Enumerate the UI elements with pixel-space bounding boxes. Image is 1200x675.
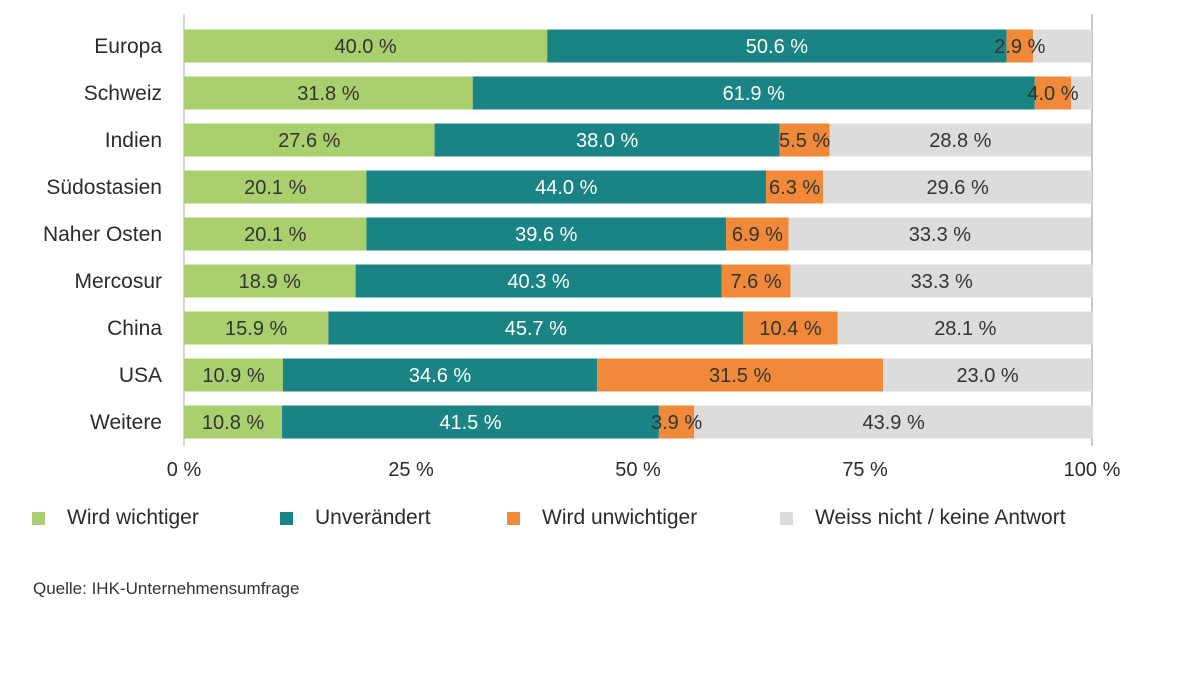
data-label: 31.8 % — [297, 83, 359, 105]
bar-segment-wird-wichtiger — [184, 358, 283, 392]
bar-segment-wird-unwichtiger — [597, 358, 884, 392]
category-label: Naher Osten — [43, 223, 162, 246]
data-label: 61.9 % — [723, 83, 785, 105]
bar-segment-wird-unwichtiger — [1006, 29, 1033, 63]
category-label: Indien — [105, 129, 162, 152]
data-label: 15.9 % — [225, 318, 287, 340]
bar-segment-unverändert — [472, 76, 1035, 110]
bar-segment-unverändert — [434, 123, 780, 157]
data-label: 34.6 % — [409, 365, 471, 387]
bar-segment-unverändert — [366, 217, 727, 251]
bar-segment-wird-unwichtiger — [658, 405, 695, 439]
category-label: Südostasien — [46, 176, 162, 199]
bar-segment-weiss-nicht-keine-antwort — [837, 311, 1093, 345]
bar-segment-wird-wichtiger — [184, 170, 367, 204]
data-label: 28.1 % — [934, 318, 996, 340]
bar-segment-unverändert — [328, 311, 744, 345]
data-label: 45.7 % — [505, 318, 567, 340]
bar-segment-wird-unwichtiger — [743, 311, 838, 345]
bar-segment-weiss-nicht-keine-antwort — [1071, 76, 1092, 110]
bar-segment-weiss-nicht-keine-antwort — [790, 264, 1093, 298]
data-label: 39.6 % — [515, 224, 577, 246]
legend: Wird wichtiger Unverändert Wird unwichti… — [0, 506, 1200, 536]
data-label: 10.4 % — [759, 318, 821, 340]
bar-segment-unverändert — [282, 405, 659, 439]
legend-swatch — [32, 511, 45, 525]
legend-item-wird-wichtiger: Wird wichtiger — [32, 506, 199, 530]
data-label: 4.0 % — [1027, 83, 1078, 105]
legend-swatch — [507, 511, 520, 525]
data-label: 6.9 % — [732, 224, 783, 246]
legend-label: Weiss nicht / keine Antwort — [815, 506, 1066, 529]
bar-segment-wird-wichtiger — [184, 123, 435, 157]
data-label: 5.5 % — [779, 130, 830, 152]
data-label: 33.3 % — [911, 271, 973, 293]
data-label: 2.9 % — [994, 36, 1045, 58]
bar-segment-wird-unwichtiger — [721, 264, 791, 298]
data-label: 23.0 % — [956, 365, 1018, 387]
data-label: 33.3 % — [909, 224, 971, 246]
data-label: 18.9 % — [239, 271, 301, 293]
legend-item-weiss-nicht: Weiss nicht / keine Antwort — [780, 506, 1066, 530]
x-tick-label: 75 % — [842, 459, 888, 481]
legend-label: Unverändert — [315, 506, 431, 529]
bar-segment-wird-wichtiger — [184, 264, 356, 298]
bar-segment-wird-wichtiger — [184, 405, 283, 439]
bar-segment-unverändert — [355, 264, 722, 298]
data-label: 10.9 % — [202, 365, 264, 387]
data-label: 50.6 % — [746, 36, 808, 58]
bar-segment-unverändert — [366, 170, 767, 204]
legend-label: Wird wichtiger — [67, 506, 199, 529]
category-label: Mercosur — [74, 270, 162, 293]
bar-segment-wird-wichtiger — [184, 217, 367, 251]
data-label: 43.9 % — [862, 412, 924, 434]
category-label: Schweiz — [84, 82, 162, 105]
legend-item-unveraendert: Unverändert — [280, 506, 431, 530]
data-label: 27.6 % — [278, 130, 340, 152]
data-label: 20.1 % — [244, 177, 306, 199]
x-tick-label: 25 % — [388, 459, 434, 481]
category-label: Europa — [94, 35, 162, 58]
bar-segment-wird-wichtiger — [184, 76, 473, 110]
x-tick-label: 100 % — [1064, 459, 1121, 481]
legend-swatch — [280, 511, 293, 525]
bar-segment-wird-wichtiger — [184, 311, 329, 345]
legend-item-wird-unwichtiger: Wird unwichtiger — [507, 506, 697, 530]
bar-segment-wird-wichtiger — [184, 29, 548, 63]
x-tick-label: 50 % — [615, 459, 661, 481]
bar-segment-weiss-nicht-keine-antwort — [883, 358, 1092, 392]
data-label: 7.6 % — [730, 271, 781, 293]
bar-segment-weiss-nicht-keine-antwort — [823, 170, 1092, 204]
bar-segment-wird-unwichtiger — [726, 217, 789, 251]
data-label: 41.5 % — [439, 412, 501, 434]
bar-segment-weiss-nicht-keine-antwort — [694, 405, 1093, 439]
legend-swatch — [780, 511, 793, 525]
category-label: USA — [119, 364, 162, 387]
bar-segment-unverändert — [547, 29, 1007, 63]
data-label: 38.0 % — [576, 130, 638, 152]
data-label: 29.6 % — [926, 177, 988, 199]
bar-segment-wird-unwichtiger — [766, 170, 824, 204]
bar-segment-wird-unwichtiger — [1034, 76, 1072, 110]
legend-label: Wird unwichtiger — [542, 506, 698, 529]
data-label: 40.0 % — [334, 36, 396, 58]
bar-segment-weiss-nicht-keine-antwort — [1032, 29, 1092, 63]
bar-segment-weiss-nicht-keine-antwort — [788, 217, 1092, 251]
data-label: 40.3 % — [507, 271, 569, 293]
data-label: 20.1 % — [244, 224, 306, 246]
bar-segment-unverändert — [282, 358, 598, 392]
x-tick-label: 0 % — [167, 459, 202, 481]
category-label: Weitere — [90, 411, 162, 434]
data-label: 10.8 % — [202, 412, 264, 434]
data-label: 44.0 % — [535, 177, 597, 199]
bar-segment-wird-unwichtiger — [779, 123, 830, 157]
data-label: 31.5 % — [709, 365, 771, 387]
category-label: China — [107, 317, 162, 340]
data-label: 3.9 % — [651, 412, 702, 434]
data-label: 6.3 % — [769, 177, 820, 199]
source-note: Quelle: IHK-Unternehmensumfrage — [33, 579, 300, 598]
bar-segment-weiss-nicht-keine-antwort — [829, 123, 1092, 157]
data-label: 28.8 % — [929, 130, 991, 152]
